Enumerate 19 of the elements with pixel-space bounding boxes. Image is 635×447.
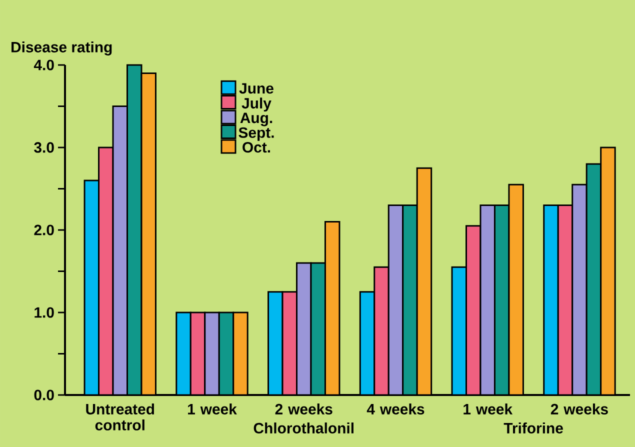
legend-label: Sept. (238, 127, 274, 141)
x-tick-label: 1 week (464, 404, 513, 414)
x-tick-label: 2 weeks (275, 404, 332, 414)
x-tick-label: 2 weeks (550, 404, 608, 414)
y-tick-label: 2.0 (34, 224, 54, 236)
x-tick-label: 1 week (188, 404, 237, 414)
legend-label: Oct. (242, 142, 270, 153)
legend-label: June (239, 83, 274, 94)
legend-label: July (242, 98, 272, 112)
y-tick-label: 1.0 (34, 307, 54, 318)
x-tick-label: 4 weeks (366, 404, 424, 414)
y-tick-label: 0.0 (34, 390, 54, 400)
text: Chlorothalonil (254, 422, 354, 434)
legend-label: Aug. (240, 112, 272, 126)
x-tick-label: Untreated control (86, 404, 154, 430)
text: Triforine (504, 422, 563, 434)
y-tick-label: 3.0 (34, 142, 54, 153)
y-axis-title: Disease rating (12, 41, 112, 56)
y-tick-label: 4.0 (34, 60, 54, 70)
